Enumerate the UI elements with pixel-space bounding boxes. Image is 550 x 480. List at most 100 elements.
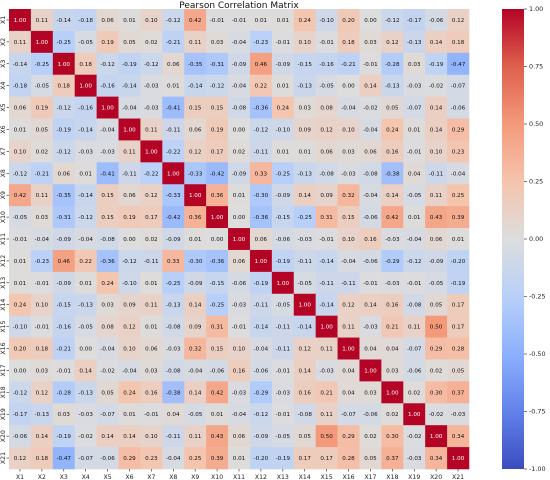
heatmap-cell-value: 0.17 bbox=[145, 215, 158, 221]
heatmap-cell-value: -0.09 bbox=[276, 62, 291, 68]
heatmap-cell-value: 1.00 bbox=[320, 325, 333, 331]
heatmap-cell bbox=[74, 30, 97, 54]
heatmap-cell bbox=[249, 96, 273, 119]
y-tick-label: X14 bbox=[0, 299, 7, 311]
heatmap-cell bbox=[162, 74, 185, 97]
heatmap-cell-value: 0.03 bbox=[386, 368, 399, 374]
y-tick-label: X17 bbox=[0, 364, 7, 376]
heatmap-cell bbox=[337, 52, 360, 76]
heatmap-cell-value: -0.04 bbox=[78, 237, 93, 243]
y-tick-label: X19 bbox=[0, 408, 7, 420]
heatmap-cell-value: -0.03 bbox=[319, 368, 334, 374]
heatmap-cell-value: 0.05 bbox=[298, 434, 311, 440]
heatmap-cell-value: 0.29 bbox=[452, 127, 465, 133]
heatmap-cell-value: -0.14 bbox=[254, 325, 269, 331]
heatmap-cell bbox=[249, 184, 273, 207]
heatmap-cell-value: -0.11 bbox=[122, 171, 137, 177]
heatmap-cell bbox=[206, 249, 229, 273]
heatmap-cell-value: 0.10 bbox=[342, 127, 355, 133]
heatmap-cell-value: 0.00 bbox=[364, 18, 377, 24]
heatmap-cell-value: -0.15 bbox=[276, 215, 291, 221]
heatmap-cell-value: -0.11 bbox=[319, 281, 334, 287]
heatmap-cell-value: 0.05 bbox=[430, 303, 443, 309]
heatmap-cell bbox=[30, 30, 54, 54]
heatmap-cell bbox=[184, 271, 207, 295]
heatmap-cell bbox=[447, 118, 470, 141]
heatmap-cell bbox=[249, 140, 273, 163]
heatmap-cell bbox=[447, 425, 470, 448]
heatmap-cell bbox=[249, 381, 273, 404]
heatmap-cell-value: 0.02 bbox=[233, 149, 245, 155]
heatmap-cell-value: 0.06 bbox=[189, 127, 202, 133]
heatmap-cell bbox=[293, 118, 316, 141]
heatmap-cell-value: 1.00 bbox=[167, 171, 180, 177]
heatmap-cell bbox=[359, 52, 382, 76]
heatmap-cell-value: 0.24 bbox=[14, 303, 27, 309]
heatmap-cell-value: 0.11 bbox=[342, 325, 355, 331]
heatmap-cell-value: -0.04 bbox=[100, 127, 115, 133]
heatmap-cell bbox=[52, 425, 76, 448]
heatmap-cell-value: -0.03 bbox=[297, 237, 312, 243]
heatmap-cell bbox=[228, 140, 251, 163]
heatmap-cell-value: -0.36 bbox=[254, 106, 269, 112]
heatmap-cell bbox=[118, 30, 141, 54]
heatmap-cell-value: 0.34 bbox=[452, 434, 465, 440]
heatmap-cell bbox=[315, 162, 338, 185]
heatmap-cell bbox=[74, 315, 97, 338]
heatmap-cell bbox=[315, 403, 338, 426]
heatmap-cell bbox=[30, 381, 54, 404]
heatmap-cell bbox=[140, 271, 163, 295]
heatmap-cell bbox=[206, 206, 229, 229]
heatmap-cell-value: 0.01 bbox=[277, 149, 290, 155]
heatmap-cell-value: -0.20 bbox=[451, 259, 466, 265]
heatmap-cell bbox=[315, 52, 338, 76]
heatmap-cell-value: -0.28 bbox=[57, 390, 72, 396]
heatmap-cell-value: 0.30 bbox=[386, 434, 399, 440]
heatmap-cell bbox=[425, 425, 448, 448]
heatmap-cell bbox=[30, 271, 54, 295]
heatmap-cell-value: 0.42 bbox=[211, 390, 223, 396]
heatmap-cell-value: 0.31 bbox=[320, 215, 333, 221]
heatmap-cell bbox=[271, 293, 295, 316]
heatmap-cell-value: -0.08 bbox=[297, 412, 312, 418]
heatmap-cell-value: 0.01 bbox=[233, 456, 246, 462]
heatmap-cell-value: -0.13 bbox=[297, 171, 312, 177]
heatmap-cell-value: 0.01 bbox=[255, 18, 268, 24]
heatmap-cell-value: -0.13 bbox=[78, 303, 93, 309]
heatmap-cell-value: 0.03 bbox=[298, 106, 311, 112]
heatmap-cell-value: -0.02 bbox=[429, 412, 443, 418]
heatmap-cell bbox=[30, 359, 54, 382]
heatmap-cell bbox=[140, 403, 163, 426]
heatmap-cell bbox=[425, 118, 448, 141]
heatmap-cell-value: -0.03 bbox=[385, 237, 400, 243]
heatmap-cell bbox=[96, 425, 119, 448]
heatmap-cell-value: -0.42 bbox=[210, 171, 224, 177]
heatmap-cell bbox=[96, 315, 119, 338]
heatmap-cell-value: -0.47 bbox=[57, 456, 72, 462]
heatmap-cell-value: 0.12 bbox=[145, 193, 157, 199]
heatmap-cell bbox=[293, 74, 316, 97]
heatmap-cell bbox=[315, 337, 338, 360]
heatmap-cell bbox=[30, 293, 54, 316]
heatmap-cell-value: 0.10 bbox=[430, 149, 443, 155]
heatmap-cell-value: -0.36 bbox=[210, 259, 225, 265]
heatmap-cell-value: 0.05 bbox=[386, 106, 399, 112]
heatmap-cell bbox=[74, 249, 97, 273]
heatmap-cell bbox=[293, 359, 316, 382]
heatmap-cell-value: -0.30 bbox=[254, 193, 269, 199]
heatmap-cell-value: -0.25 bbox=[166, 281, 181, 287]
heatmap-cell bbox=[425, 52, 448, 76]
heatmap-cell-value: -0.09 bbox=[254, 434, 269, 440]
heatmap-cell-value: -0.12 bbox=[254, 412, 268, 418]
heatmap-cell-value: -0.04 bbox=[451, 171, 466, 177]
heatmap-cell-value: -0.08 bbox=[319, 171, 334, 177]
heatmap-cell-value: -0.25 bbox=[210, 303, 225, 309]
heatmap-cell-value: -0.03 bbox=[100, 149, 115, 155]
y-tick-label: X7 bbox=[0, 147, 7, 155]
heatmap-cell bbox=[74, 140, 97, 163]
colorbar-tick-labels: 1.00 0.75 0.50 0.25 0.00 -0.25 -0.50 -0.75 -1.00 bbox=[524, 5, 546, 473]
heatmap-cell bbox=[9, 425, 32, 448]
heatmap-cell-value: -0.03 bbox=[276, 390, 291, 396]
heatmap-cell-value: 0.08 bbox=[320, 106, 333, 112]
heatmap-cell bbox=[403, 74, 426, 97]
